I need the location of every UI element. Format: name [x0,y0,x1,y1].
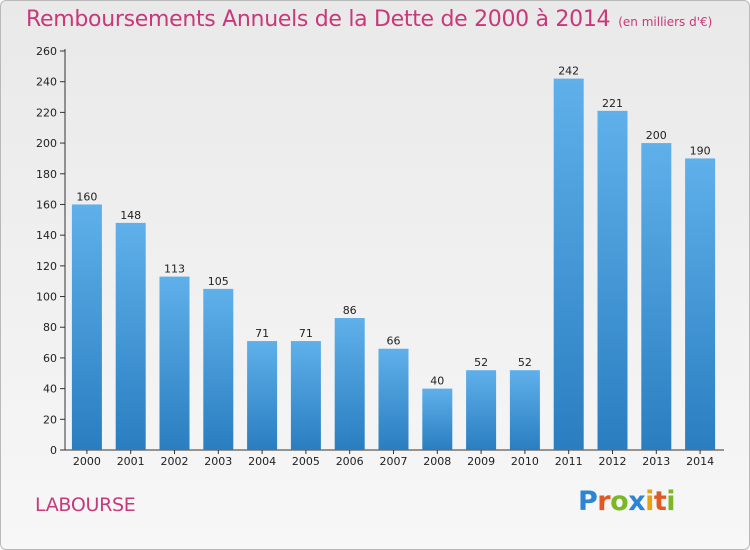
bar [159,276,190,450]
x-tick-label: 2008 [423,455,451,468]
bar [509,370,540,450]
x-tick-label: 2005 [292,455,320,468]
x-tick-label: 2003 [204,455,232,468]
y-tick-label: 260 [36,45,57,58]
bar-value-label: 40 [430,375,444,388]
y-tick-label: 40 [43,383,57,396]
bar-value-label: 113 [164,263,185,276]
logo-letter: x [628,486,646,517]
x-tick-label: 2004 [248,455,276,468]
bar-value-label: 105 [208,275,229,288]
x-tick-label: 2013 [642,455,670,468]
y-tick-label: 220 [36,106,57,119]
x-tick-label: 2011 [555,455,583,468]
bar-value-label: 160 [76,190,97,203]
chart-title: Remboursements Annuels de la Dette de 20… [26,7,712,32]
city-name: LABOURSE [35,494,136,516]
y-tick-label: 200 [36,137,57,150]
logo-letter: i [666,486,676,517]
bar-value-label: 200 [646,129,667,142]
y-tick-label: 120 [36,260,57,273]
x-tick-label: 2001 [117,455,145,468]
bar-value-label: 86 [343,304,357,317]
logo-letter: o [610,486,629,517]
bar-value-label: 71 [299,327,313,340]
x-tick-label: 2014 [686,455,714,468]
x-tick-label: 2010 [511,455,539,468]
bar [203,288,234,450]
y-tick-label: 80 [43,321,57,334]
logo-letter: r [597,486,611,517]
chart-title-text: Remboursements Annuels de la Dette de 20… [26,7,611,32]
bar [422,388,453,450]
y-tick-label: 180 [36,168,57,181]
y-tick-label: 0 [50,444,57,457]
bar [466,370,497,450]
bar [597,110,628,450]
bar [685,158,716,450]
x-tick-label: 2007 [380,455,408,468]
bar-value-label: 52 [518,356,532,369]
logo-letter: t [653,486,667,517]
proxiti-logo: Proxiti [578,486,676,517]
logo-letter: P [578,486,598,517]
bar [71,204,102,450]
y-tick-label: 60 [43,352,57,365]
y-tick-label: 100 [36,291,57,304]
bar [334,318,365,450]
y-tick-label: 160 [36,198,57,211]
bar [553,78,584,450]
x-tick-label: 2009 [467,455,495,468]
x-tick-label: 2006 [336,455,364,468]
x-tick-label: 2012 [599,455,627,468]
logo-letter: i [645,486,654,517]
bar-value-label: 190 [690,144,711,157]
bar-value-label: 71 [255,327,269,340]
bar-value-label: 52 [474,356,488,369]
x-tick-label: 2000 [73,455,101,468]
y-tick-label: 240 [36,76,57,89]
y-tick-label: 140 [36,229,57,242]
bar-value-label: 66 [387,335,401,348]
bar [115,222,146,450]
bar-value-label: 242 [558,65,579,78]
bar-value-label: 148 [120,209,141,222]
bar [290,341,321,450]
y-tick-label: 20 [43,413,57,426]
unit-label: (en milliers d'€) [618,15,713,29]
bar [247,341,278,450]
x-tick-label: 2002 [161,455,189,468]
bar-value-label: 221 [602,97,623,110]
bar [641,143,672,451]
bar [378,348,409,450]
